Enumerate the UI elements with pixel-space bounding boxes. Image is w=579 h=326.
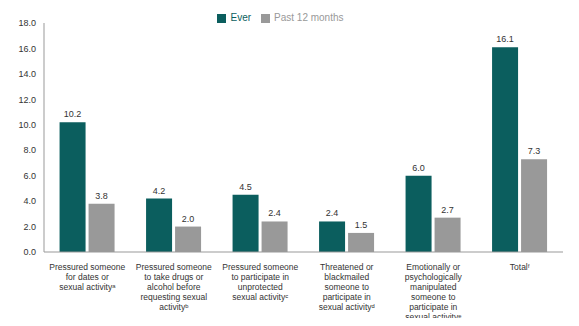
- svg-text:0.0: 0.0: [23, 247, 36, 257]
- svg-text:3.8: 3.8: [95, 191, 108, 201]
- svg-text:8.0: 8.0: [23, 145, 36, 155]
- svg-text:2.4: 2.4: [326, 208, 339, 218]
- svg-text:10.0: 10.0: [18, 120, 36, 130]
- svg-text:4.0: 4.0: [23, 196, 36, 206]
- svg-text:Totalᶠ: Totalᶠ: [510, 262, 530, 272]
- svg-text:2.0: 2.0: [182, 214, 195, 224]
- svg-text:2.7: 2.7: [441, 205, 454, 215]
- svg-text:Pressured someoneto take drugs: Pressured someoneto take drugs oralcohol…: [136, 262, 212, 312]
- svg-text:2.4: 2.4: [268, 208, 281, 218]
- svg-text:6.0: 6.0: [23, 171, 36, 181]
- svg-text:18.0: 18.0: [18, 18, 36, 28]
- svg-text:14.0: 14.0: [18, 69, 36, 79]
- svg-text:7.3: 7.3: [528, 146, 541, 156]
- svg-text:10.2: 10.2: [64, 109, 82, 119]
- html-text:Ever: Ever: [230, 12, 251, 23]
- svg-text:16.0: 16.0: [18, 44, 36, 54]
- svg-text:Threatened orblackmailedsomeon: Threatened orblackmailedsomeone topartic…: [319, 262, 375, 312]
- svg-text:4.5: 4.5: [239, 182, 252, 192]
- svg-text:2.0: 2.0: [23, 222, 36, 232]
- svg-text:16.1: 16.1: [496, 34, 514, 44]
- svg-text:12.0: 12.0: [18, 95, 36, 105]
- svg-text:4.2: 4.2: [153, 186, 166, 196]
- svg-text:Pressured someonefor dates ors: Pressured someonefor dates orsexual acti…: [49, 262, 125, 292]
- svg-text:Pressured someoneto participat: Pressured someoneto participate inunprot…: [222, 262, 298, 302]
- svg-text:1.5: 1.5: [355, 220, 368, 230]
- svg-text:Emotionally orpsychologicallym: Emotionally orpsychologicallymanipulated…: [405, 262, 463, 318]
- svg-text:6.0: 6.0: [412, 163, 425, 173]
- html-text:Past 12 months: Past 12 months: [274, 12, 344, 23]
